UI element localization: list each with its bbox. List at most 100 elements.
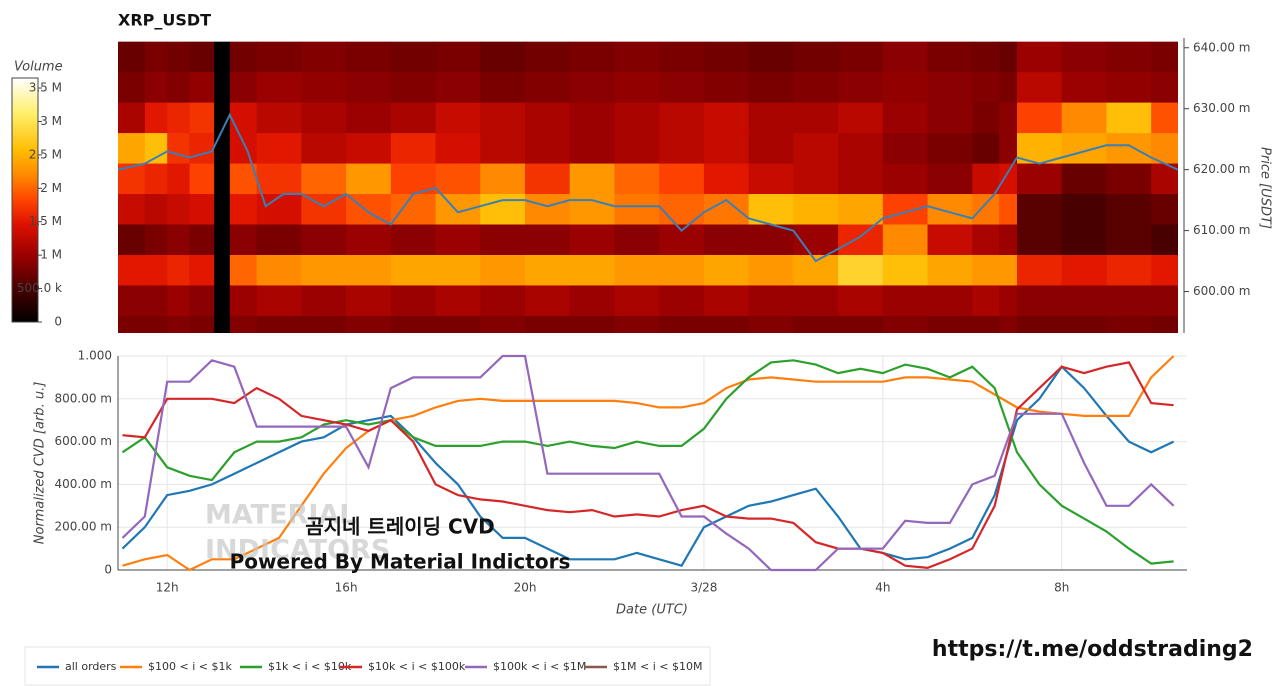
heatmap-cell: [659, 102, 705, 134]
heatmap-cell: [435, 133, 481, 165]
heatmap-cell: [972, 315, 1000, 333]
heatmap-cell: [1061, 194, 1107, 226]
heatmap-cell: [793, 72, 839, 104]
heatmap-cell: [1106, 102, 1152, 134]
heatmap-cell: [1061, 285, 1107, 317]
heatmap-cell: [1106, 41, 1152, 73]
x-tick-label: 3/28: [690, 581, 717, 595]
cvd-plot: 0 200.00 m 400.00 m 600.00 m 800.00 m 1.000 12…: [55, 349, 1187, 595]
heatmap-cell: [838, 102, 884, 134]
heatmap-cell: [1151, 194, 1178, 226]
heatmap-cell: [999, 224, 1018, 256]
heatmap-cell: [927, 133, 973, 165]
heatmap-cell: [1061, 163, 1107, 195]
heatmap-cell: [167, 254, 191, 286]
heatmap-cell: [256, 254, 302, 286]
heatmap-cell: [1106, 254, 1152, 286]
heatmap-cell: [972, 41, 1000, 73]
heatmap-cell: [256, 41, 302, 73]
heatmap-cell: [256, 102, 302, 134]
heatmap-cell: [999, 41, 1018, 73]
legend-label: $100 < i < $1k: [148, 660, 232, 673]
heatmap-cell: [214, 41, 231, 73]
colorbar-tick-label: 0: [54, 315, 62, 329]
heatmap-cell: [614, 285, 660, 317]
heatmap-cell: [748, 102, 794, 134]
heatmap-cell: [189, 72, 215, 104]
heatmap-cell: [1016, 72, 1063, 104]
heatmap-cell: [435, 163, 481, 195]
heatmap-cell: [838, 133, 884, 165]
colorbar-tick-label: 3 M: [40, 114, 62, 128]
heatmap-cell: [614, 133, 660, 165]
heatmap-cell: [972, 72, 1000, 104]
heatmap-cell: [229, 194, 258, 226]
heatmap-cell: [882, 102, 929, 134]
heatmap-cell: [435, 194, 481, 226]
heatmap-cell: [748, 72, 794, 104]
heatmap-cell: [703, 224, 750, 256]
colorbar-tick-label: 1 M: [40, 248, 62, 262]
heatmap-cell: [614, 72, 660, 104]
watermark: MATERIAL: [205, 500, 356, 531]
y-tick-label: 600.00 m: [55, 434, 113, 448]
link[interactable]: https://t.me/oddstrading2: [932, 637, 1253, 662]
heatmap-cell: [569, 102, 615, 134]
heatmap-cell: [214, 72, 231, 104]
heatmap-cell: [1016, 194, 1063, 226]
heatmap-cell: [525, 254, 571, 286]
annotation: 곰지네 트레이딩 CVD: [305, 515, 494, 539]
y-tick-label: 630.00 m: [1193, 101, 1251, 115]
heatmap-cell: [189, 163, 215, 195]
heatmap-cell: [927, 72, 973, 104]
heatmap-cell: [927, 285, 973, 317]
heatmap-cell: [167, 224, 191, 256]
heatmap-cell: [703, 133, 750, 165]
watermark: INDICATORS: [205, 535, 390, 566]
y-axis-title: Price [USDT]: [1258, 147, 1273, 229]
heatmap-cell: [229, 133, 258, 165]
heatmap-cell: [1016, 254, 1063, 286]
heatmap-cell: [569, 72, 615, 104]
heatmap-cell: [1106, 285, 1152, 317]
heatmap-cell: [1016, 285, 1063, 317]
heatmap-cell: [144, 254, 168, 286]
heatmap-cell: [999, 133, 1018, 165]
heatmap-cell: [927, 315, 973, 333]
heatmap-cell: [346, 285, 392, 317]
heatmap-cell: [614, 224, 660, 256]
y-tick-label: 200.00 m: [55, 520, 113, 534]
heatmap-cell: [793, 41, 839, 73]
heatmap-cell: [525, 194, 571, 226]
cvd-line: [122, 361, 1174, 570]
heatmap-cell: [256, 315, 302, 333]
heatmap-cell: [390, 254, 437, 286]
heatmap-cell: [256, 285, 302, 317]
heatmap-cell: [569, 224, 615, 256]
heatmap-cell: [999, 102, 1018, 134]
heatmap-cell: [882, 285, 929, 317]
heatmap-cell: [703, 102, 750, 134]
heatmap-cell: [144, 102, 168, 134]
heatmap-cell: [614, 315, 660, 333]
heatmap-cell: [189, 41, 215, 73]
y-tick-label: 800.00 m: [55, 391, 113, 405]
heatmap-cell: [480, 133, 526, 165]
heatmap-cell: [882, 254, 929, 286]
heatmap-cell: [390, 41, 437, 73]
heatmap-cell: [301, 315, 347, 333]
heatmap-cell: [1106, 163, 1152, 195]
heatmap-cell: [390, 315, 437, 333]
heatmap-cell: [229, 72, 258, 104]
heatmap-cell: [927, 254, 973, 286]
heatmap-cell: [390, 133, 437, 165]
heatmap-cell: [435, 72, 481, 104]
heatmap-cell: [882, 133, 929, 165]
heatmap-cell: [1106, 194, 1152, 226]
heatmap-cell: [480, 315, 526, 333]
heatmap-cell: [390, 194, 437, 226]
chart-title: XRP_USDT: [118, 11, 211, 30]
heatmap-cell: [144, 315, 168, 333]
heatmap-cell: [703, 72, 750, 104]
heatmap-cell: [999, 72, 1018, 104]
